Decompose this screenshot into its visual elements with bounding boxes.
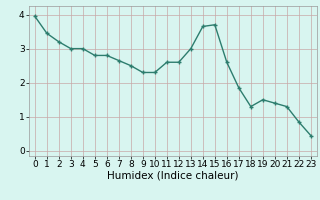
- X-axis label: Humidex (Indice chaleur): Humidex (Indice chaleur): [107, 171, 238, 181]
